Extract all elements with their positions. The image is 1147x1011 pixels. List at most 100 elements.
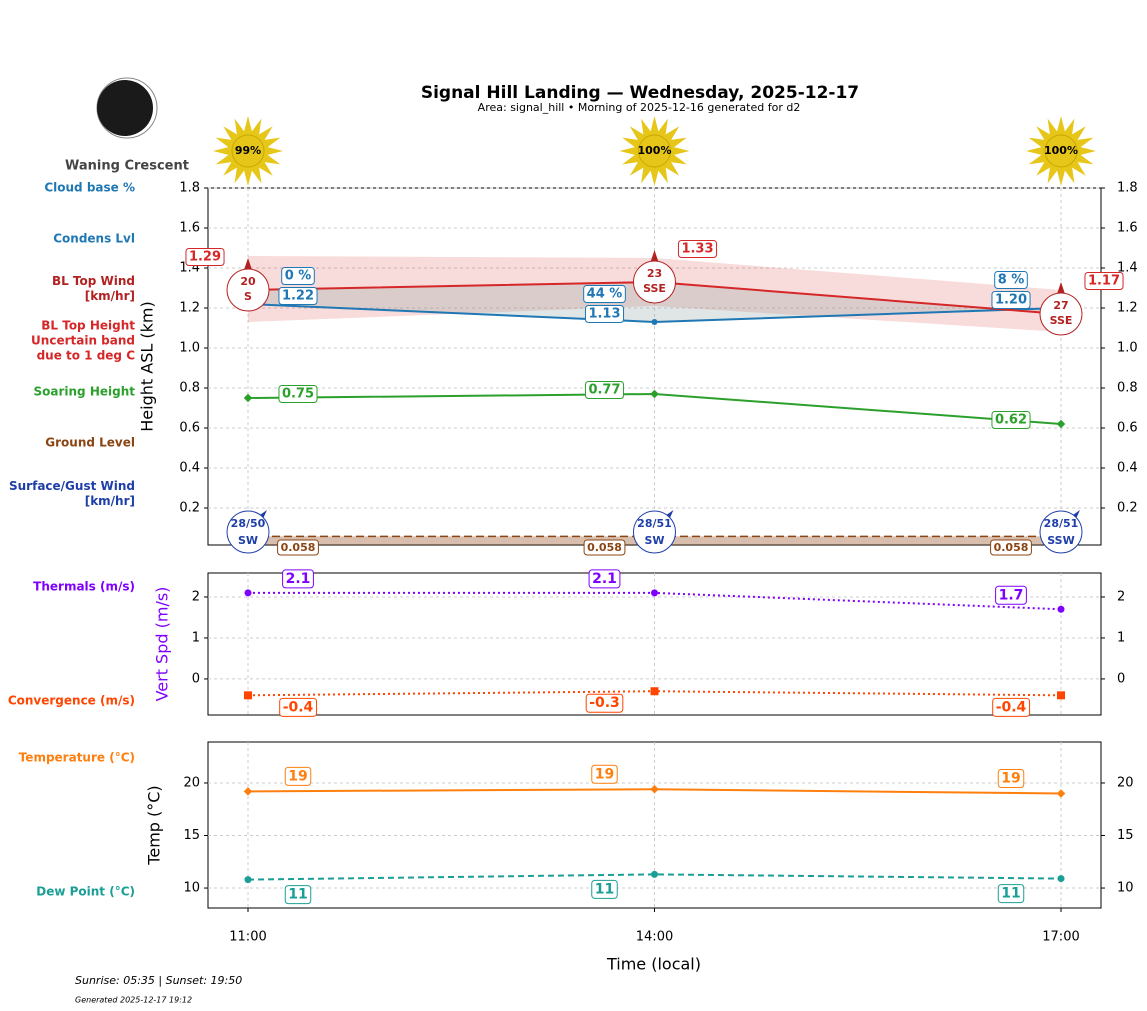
y-tick-label: 0.2	[179, 501, 200, 516]
soaring-label: 0.62	[995, 413, 1027, 428]
y2-tick-label: 1.6	[1117, 221, 1138, 236]
bl-wind-circle	[226, 268, 270, 312]
bl-wind-speed: 23	[647, 267, 662, 280]
y-tick-label: 10	[183, 881, 200, 896]
y2-tick-label: 0.6	[1117, 421, 1138, 436]
surface-wind-circle	[633, 510, 676, 554]
point	[651, 589, 658, 597]
y-tick-label: 15	[183, 828, 200, 843]
value-label-box	[284, 885, 312, 905]
point	[651, 870, 658, 878]
y2-tick-label: 1.4	[1117, 261, 1138, 276]
ground-label-box	[583, 539, 626, 556]
sun	[231, 134, 265, 168]
y-tick-label: 0.4	[179, 461, 200, 476]
side-label: Surface/Gust Wind [km/hr]	[9, 479, 135, 508]
soaring-point	[1056, 419, 1066, 429]
value-label-box	[282, 569, 314, 589]
value-label: 1.7	[999, 587, 1024, 603]
value-label: -0.4	[996, 699, 1027, 715]
value-label-box	[997, 768, 1025, 788]
sun-label: 100%	[1044, 144, 1078, 157]
point	[1057, 691, 1065, 700]
y2-tick-label: 1	[1117, 630, 1125, 645]
y2-tick-label: 20	[1117, 775, 1134, 790]
y-tick-label: 1.6	[179, 221, 200, 236]
ground-label: 0.058	[587, 541, 622, 554]
point	[1057, 875, 1065, 883]
side-label: Soaring Height	[33, 384, 136, 399]
bl-top-label: 1.33	[681, 242, 713, 257]
ground-label: 0.058	[994, 541, 1029, 554]
y-tick-label: 1.8	[179, 181, 200, 196]
cloud-base-label-box	[583, 285, 626, 303]
value-label-box	[279, 697, 318, 717]
point	[244, 589, 252, 597]
y-tick-label: 1.0	[179, 341, 200, 356]
value-label: 11	[288, 887, 307, 903]
value-label: 11	[1001, 886, 1020, 902]
cloud-base-label: 44 %	[587, 287, 623, 302]
y-tick-label: 1.2	[179, 301, 200, 316]
side-label: Dew Point (°C)	[36, 884, 135, 899]
y-tick-label: 0	[192, 671, 200, 686]
bl-top-label: 1.29	[189, 250, 221, 265]
condensation-label-box	[991, 291, 1031, 309]
y-tick-label: 2	[192, 589, 200, 604]
bl-wind-speed: 27	[1053, 299, 1068, 312]
value-label-box	[591, 879, 618, 899]
ground-label: 0.058	[281, 541, 316, 554]
value-label: -0.4	[283, 699, 314, 715]
x-tick-label: 17:00	[1042, 930, 1079, 945]
bl-wind-direction: SSE	[643, 282, 666, 295]
value-label-box	[995, 585, 1027, 605]
sun-label: 99%	[235, 144, 261, 157]
y2-tick-label: 1.2	[1117, 301, 1138, 316]
bl-top-label-box	[677, 240, 718, 258]
cloud-base-label: 8 %	[998, 273, 1025, 288]
side-label: Thermals (m/s)	[33, 579, 135, 594]
value-label: 19	[595, 766, 614, 782]
bl-wind-arrow	[244, 258, 252, 270]
x-axis-label: Time (local)	[606, 955, 701, 974]
side-label: Condens Lvl	[53, 231, 135, 246]
condensation-label: 1.20	[995, 293, 1027, 308]
x-tick-label: 11:00	[229, 930, 266, 945]
cloud-base-label-box	[281, 267, 315, 285]
bl-wind-direction: SSE	[1050, 314, 1073, 327]
y2-tick-label: 1.8	[1117, 181, 1138, 196]
value-label-box	[992, 697, 1031, 717]
bl-wind-arrow	[650, 250, 659, 262]
moon	[97, 80, 153, 136]
series-line	[247, 873, 1062, 881]
value-label: 2.1	[592, 571, 617, 587]
value-label-box	[585, 693, 624, 713]
chart-subtitle: Area: signal_hill • Morning of 2025-12-1…	[478, 101, 801, 114]
y2-tick-label: 1.0	[1117, 341, 1138, 356]
generated-note: Generated 2025-12-17 19:12	[75, 996, 192, 1005]
y-axis-label: Temp (°C)	[145, 785, 164, 865]
soaring-point	[650, 389, 659, 399]
bl-wind-arrow	[1057, 282, 1065, 294]
cloud-base-label-box	[994, 271, 1028, 289]
moon-phase: Waning Crescent	[65, 159, 189, 174]
value-label: 19	[288, 768, 307, 784]
y-tick-label: 1	[192, 630, 200, 645]
point	[650, 687, 659, 696]
side-label: BL Top Height Uncertain band due to 1 de…	[31, 318, 135, 363]
surface-wind-direction: SSW	[1047, 534, 1074, 547]
y-axis-label: Height ASL (km)	[138, 301, 157, 431]
x-tick-label: 14:00	[636, 930, 673, 945]
surface-wind-direction: SW	[238, 534, 258, 547]
condensation-label-box	[584, 305, 625, 323]
plot-frame	[207, 187, 1102, 546]
soaring-label: 0.75	[282, 387, 314, 402]
surface-wind-direction: SW	[644, 534, 664, 547]
y2-tick-label: 15	[1117, 828, 1134, 843]
cloud-base-label: 0 %	[285, 269, 312, 284]
bl-wind-direction: S	[244, 290, 252, 303]
condensation-point	[651, 319, 658, 325]
sun	[638, 134, 671, 168]
bl-wind-circle	[1039, 292, 1083, 336]
